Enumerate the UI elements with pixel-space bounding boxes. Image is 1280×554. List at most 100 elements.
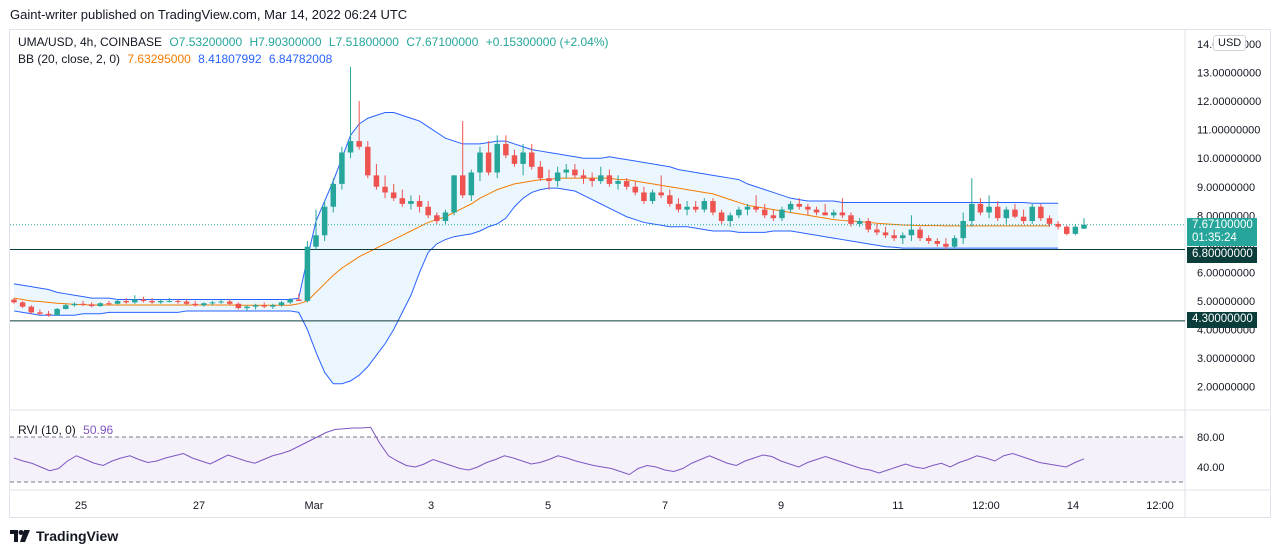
x-tick-label: 3	[428, 500, 434, 512]
candle-body	[537, 166, 544, 179]
candle-body	[658, 192, 664, 196]
candle-body	[736, 209, 742, 216]
candle-body	[54, 308, 60, 316]
candle-body	[425, 206, 431, 216]
candle-body	[11, 299, 17, 303]
candle-body	[623, 181, 630, 187]
candle-body	[675, 203, 682, 210]
candle-body	[252, 305, 259, 307]
bb-basis-value: 7.63295000	[127, 52, 191, 66]
candle-body	[606, 175, 613, 184]
candle-body	[934, 240, 941, 244]
bb-label[interactable]: BB (20, close, 2, 0)	[18, 52, 121, 66]
candle-body	[891, 235, 897, 239]
candle-body	[218, 301, 224, 303]
candle-body	[382, 186, 388, 193]
candle-body	[546, 178, 552, 182]
rvi-label[interactable]: RVI (10, 0)	[18, 423, 76, 437]
candle-body	[615, 181, 621, 184]
candle-body	[692, 206, 699, 210]
candle-body	[779, 209, 785, 219]
currency-badge[interactable]: USD	[1213, 35, 1247, 51]
candle-body	[287, 299, 293, 303]
candle-body	[485, 152, 492, 173]
level-low-tag: 4.30000000	[1187, 312, 1257, 328]
y-tick-label: 6.00000000	[1197, 267, 1255, 279]
candle-body	[45, 313, 52, 316]
candle-body	[209, 302, 216, 304]
candle-body	[192, 303, 198, 306]
open-value: O7.53200000	[169, 35, 243, 49]
candle-body	[589, 178, 595, 182]
x-tick-label: 7	[662, 500, 668, 512]
bb-upper-line	[13, 112, 1059, 301]
publish-line: Gaint-writer published on TradingView.co…	[10, 7, 408, 22]
tradingview-logo-icon	[10, 530, 30, 542]
candle-body	[477, 152, 483, 173]
y-tick-label: 10.00000000	[1197, 153, 1261, 165]
high-value: H7.90300000	[249, 35, 322, 49]
candle-body	[63, 305, 69, 309]
chart-frame	[9, 29, 1271, 518]
candle-body	[339, 152, 345, 184]
candle-body	[839, 212, 846, 216]
candle-body	[917, 229, 923, 239]
rvi-value: 50.96	[83, 423, 114, 437]
x-tick-label: Mar	[305, 500, 324, 512]
candle-body	[244, 306, 250, 309]
candle-body	[848, 215, 854, 224]
candle-body	[1029, 206, 1035, 222]
candle-body	[71, 303, 78, 306]
candle-body	[684, 206, 690, 210]
candle-body	[123, 300, 129, 303]
candle-body	[80, 303, 86, 305]
candle-body	[994, 206, 1001, 219]
candle-body	[1055, 223, 1061, 227]
candle-body	[951, 238, 958, 247]
candle-body	[761, 209, 768, 216]
symbol-label[interactable]: UMA/USD, 4h, COINBASE	[18, 35, 163, 49]
candle-body	[28, 306, 35, 313]
rvi-legend: RVI (10, 0) 50.96	[18, 423, 117, 437]
symbol-legend: UMA/USD, 4h, COINBASE O7.53200000 H7.903…	[18, 35, 613, 49]
last-price-value: 7.67100000	[1192, 219, 1253, 231]
rvi-line	[13, 426, 1085, 476]
candle-body	[175, 300, 181, 302]
candle-body	[856, 221, 863, 224]
candle-body	[261, 305, 267, 307]
candle-body	[554, 172, 561, 182]
candle-body	[459, 175, 466, 196]
level-high-tag: 6.80000000	[1187, 247, 1257, 263]
candle-body	[865, 221, 872, 230]
candle-body	[520, 152, 526, 164]
close-value: C7.67100000	[406, 35, 479, 49]
candle-body	[270, 305, 276, 307]
candle-body	[183, 301, 190, 304]
candle-body	[805, 206, 811, 210]
candle-body	[641, 192, 647, 202]
candle-body	[19, 302, 26, 307]
candle-body	[511, 155, 518, 164]
y-tick-label: 5.00000000	[1197, 296, 1255, 308]
last-price-tag: 7.67100000 01:35:24	[1187, 218, 1257, 246]
candle-body	[321, 206, 328, 236]
candle-body	[528, 152, 535, 167]
candle-body	[304, 246, 311, 301]
candle-body	[1038, 206, 1044, 219]
footer-brand[interactable]: TradingView	[36, 528, 119, 544]
candle-body	[503, 143, 509, 156]
footer: TradingView	[10, 528, 118, 544]
countdown-value: 01:35:24	[1192, 232, 1237, 244]
x-tick-label: 5	[545, 500, 551, 512]
change-value: +0.15300000 (+2.04%)	[485, 35, 609, 49]
candle-body	[390, 192, 397, 199]
candle-body	[563, 169, 570, 173]
candle-body	[347, 141, 354, 153]
rvi-tick-label: 80.00	[1197, 432, 1225, 444]
candle-body	[278, 302, 285, 306]
candle-body	[373, 175, 380, 187]
candle-body	[442, 212, 449, 222]
candle-body	[701, 201, 708, 210]
x-tick-label: 14	[1067, 500, 1079, 512]
